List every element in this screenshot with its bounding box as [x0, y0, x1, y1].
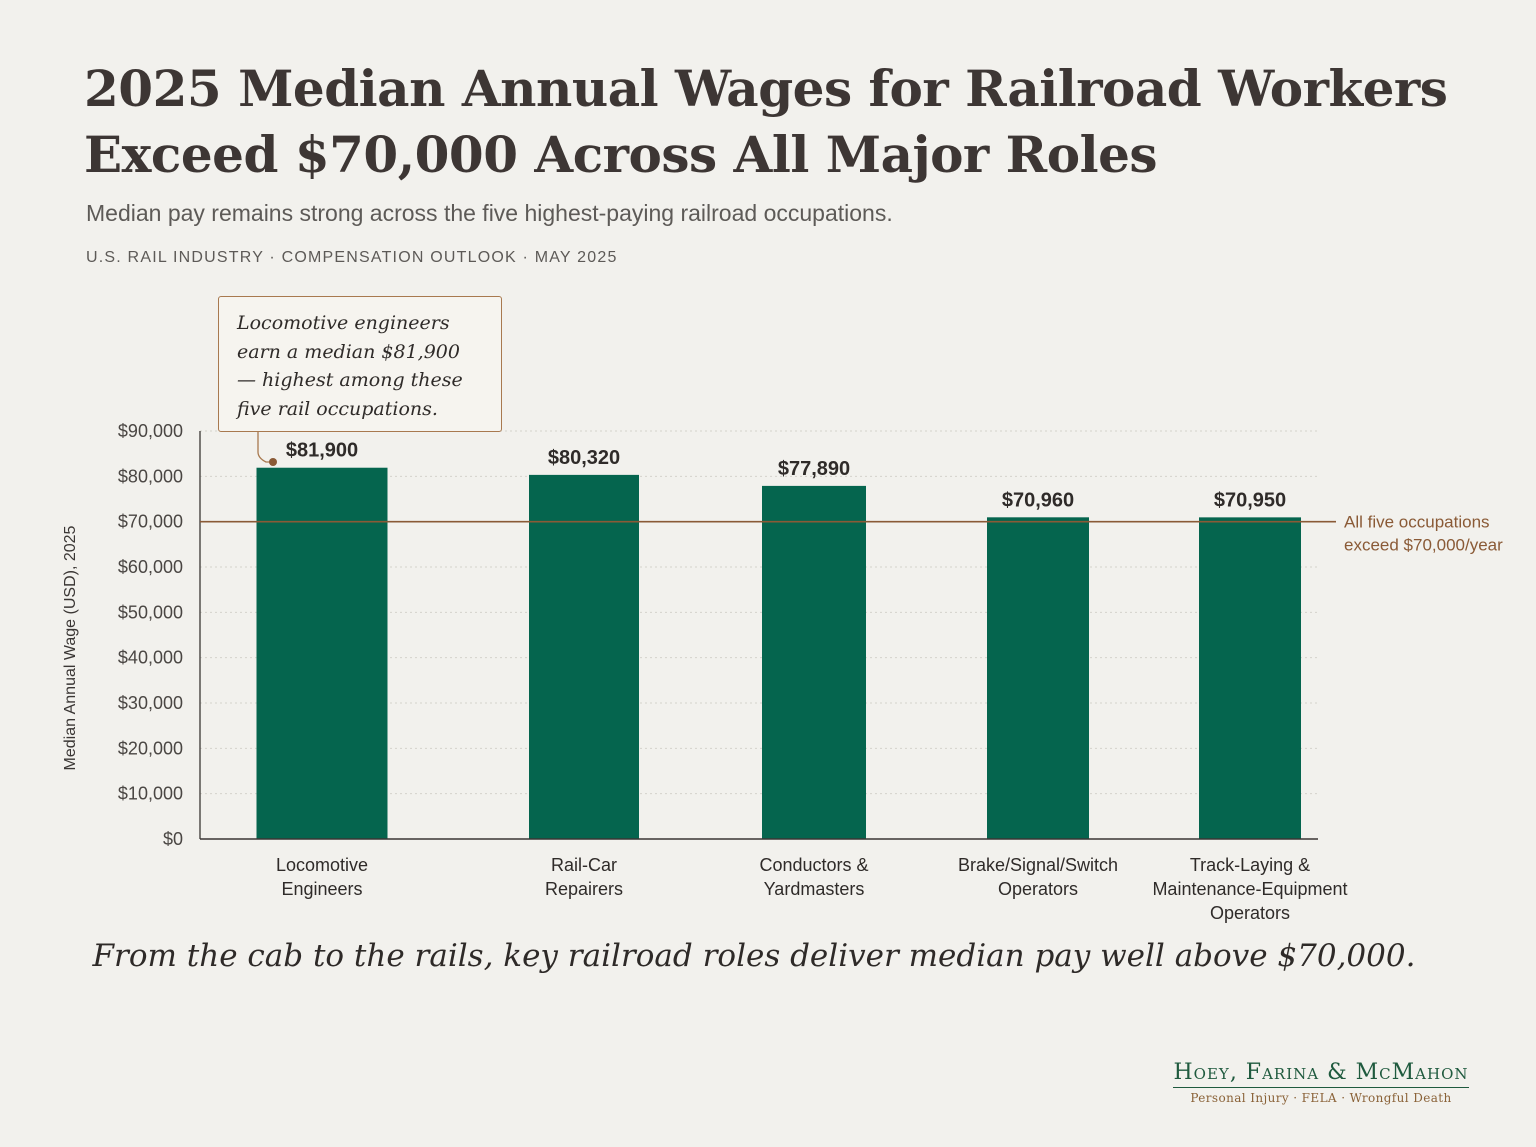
y-tick-label: $40,000: [118, 648, 183, 668]
firm-name: Hoey, Farina & McMahon: [1173, 1060, 1469, 1088]
x-tick-label: Rail-Car Repairers: [545, 855, 623, 899]
bar: [256, 467, 388, 839]
y-tick-label: $20,000: [118, 738, 183, 758]
kicker-line: U.S. RAIL INDUSTRY · COMPENSATION OUTLOO…: [86, 249, 618, 266]
y-tick-label: $30,000: [118, 693, 183, 713]
x-tick-label: Locomotive Engineers: [276, 855, 368, 899]
x-tick-label-line: Operators: [1210, 903, 1290, 923]
x-tick-label: Track-Laying & Maintenance-Equipment Opera…: [1152, 855, 1347, 923]
x-tick-label-line: Repairers: [545, 879, 623, 899]
y-tick-label: $10,000: [118, 784, 183, 804]
callout-leader: [257, 432, 272, 463]
reference-line-label-line: exceed $70,000/year: [1344, 536, 1503, 555]
footer-quote: From the cab to the rails, key railroad …: [92, 938, 1416, 974]
bar-value-label: $81,900: [286, 440, 358, 462]
x-tick-label-line: Locomotive: [276, 855, 368, 875]
bar: [762, 485, 866, 839]
x-tick-label: Conductors & Yardmasters: [759, 855, 868, 899]
chart-title: 2025 Median Annual Wages for Railroad Wo…: [84, 59, 1448, 184]
x-tick-label-line: Conductors &: [759, 855, 868, 875]
y-tick-label: $60,000: [118, 557, 183, 577]
y-axis-title: Median Annual Wage (USD), 2025: [62, 525, 79, 770]
x-tick-label-line: Operators: [998, 879, 1078, 899]
bar-value-label: $80,320: [548, 447, 620, 469]
x-tick-label-line: Rail-Car: [551, 855, 617, 875]
x-tick-label-line: Brake/Signal/Switch: [958, 855, 1118, 875]
bar-value-label: $70,950: [1214, 489, 1286, 511]
reference-line-group: All five occupations exceed $70,000/year: [200, 513, 1503, 555]
y-tick-label: $90,000: [118, 421, 183, 441]
y-tick-label: $70,000: [118, 512, 183, 532]
bars: [256, 467, 1301, 839]
bar-value-label: $77,890: [778, 458, 850, 480]
bar-chart: All five occupations exceed $70,000/year …: [62, 421, 1503, 923]
firm-tagline: Personal Injury · FELA · Wrongful Death: [1190, 1091, 1452, 1105]
x-tick-label-line: Maintenance-Equipment: [1152, 879, 1347, 899]
callout-pointer-dot: [269, 458, 277, 466]
callout-box: Locomotive engineers earn a median $81,9…: [218, 296, 502, 432]
y-tick-label: $80,000: [118, 466, 183, 486]
reference-line-label: All five occupations exceed $70,000/year: [1344, 513, 1503, 555]
bar: [1199, 517, 1301, 839]
x-tick-label-line: Yardmasters: [764, 879, 865, 899]
axes: [199, 431, 1318, 840]
x-tick-label: Brake/Signal/Switch Operators: [958, 855, 1118, 899]
y-tick-label: $50,000: [118, 602, 183, 622]
x-tick-label-line: Track-Laying &: [1190, 855, 1310, 875]
labels: $0 $10,000 $20,000 $30,000 $40,000 $50,000 $60…: [62, 421, 1348, 923]
y-tick-label: $0: [163, 829, 183, 849]
bar: [987, 517, 1089, 839]
firm-logo: Hoey, Farina & McMahon Personal Injury ·…: [1165, 1060, 1477, 1105]
x-tick-label-line: Engineers: [281, 879, 362, 899]
bar-value-label: $70,960: [1002, 489, 1074, 511]
bar: [529, 474, 639, 839]
reference-line-label-line: All five occupations: [1344, 513, 1490, 532]
chart-subtitle: Median pay remains strong across the fiv…: [86, 200, 893, 226]
